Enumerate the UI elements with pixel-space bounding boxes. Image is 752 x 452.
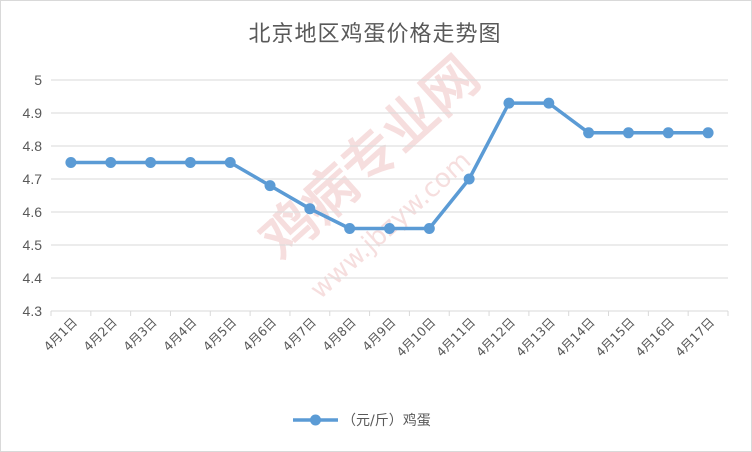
data-point xyxy=(423,223,435,234)
watermark: 鸡病专业网 www.jbzyw.com xyxy=(249,44,492,305)
data-point xyxy=(503,97,515,109)
x-tick-label: 4月17日 xyxy=(672,315,717,360)
x-tick-label: 4月8日 xyxy=(319,315,359,355)
x-tick-label: 4月11日 xyxy=(433,315,478,360)
data-point xyxy=(662,127,674,139)
data-point xyxy=(702,127,714,139)
data-point xyxy=(344,223,356,234)
x-tick-label: 4月4日 xyxy=(160,315,200,355)
y-tick-label: 4.6 xyxy=(23,204,43,220)
data-point xyxy=(384,223,395,234)
x-tick-label: 4月12日 xyxy=(473,315,518,360)
y-tick-label: 4.5 xyxy=(23,237,43,253)
data-point xyxy=(105,157,117,168)
data-point xyxy=(264,180,276,192)
data-point xyxy=(224,157,236,168)
x-tick-label: 4月1日 xyxy=(41,315,81,355)
y-tick-label: 4.7 xyxy=(23,171,43,187)
x-tick-label: 4月2日 xyxy=(80,315,120,355)
x-tick-label: 4月14日 xyxy=(553,315,598,360)
x-tick-label: 4月10日 xyxy=(393,315,438,360)
y-tick-label: 4.8 xyxy=(23,138,43,154)
x-tick-label: 4月15日 xyxy=(592,315,637,360)
y-tick-label: 5 xyxy=(34,72,42,88)
data-point xyxy=(622,127,634,139)
x-tick-label: 4月3日 xyxy=(120,315,160,355)
data-point xyxy=(145,157,157,168)
y-tick-label: 4.4 xyxy=(23,270,43,286)
data-point xyxy=(65,157,77,168)
y-tick-label: 4.3 xyxy=(23,303,43,319)
data-point xyxy=(583,127,595,139)
x-tick-label: 4月6日 xyxy=(240,315,280,355)
data-point xyxy=(304,203,316,215)
data-point xyxy=(184,157,196,168)
x-tick-label: 4月7日 xyxy=(279,315,319,355)
data-point xyxy=(463,173,475,185)
x-tick-label: 4月5日 xyxy=(200,315,240,355)
legend-label: （元/斤）鸡蛋 xyxy=(342,412,431,429)
legend-marker xyxy=(310,414,321,426)
y-tick-label: 4.9 xyxy=(23,105,43,121)
x-tick-label: 4月13日 xyxy=(513,315,558,360)
data-point xyxy=(543,97,555,109)
x-tick-label: 4月9日 xyxy=(359,315,399,355)
x-tick-label: 4月16日 xyxy=(632,315,677,360)
chart-title: 北京地区鸡蛋价格走势图 xyxy=(248,22,502,47)
